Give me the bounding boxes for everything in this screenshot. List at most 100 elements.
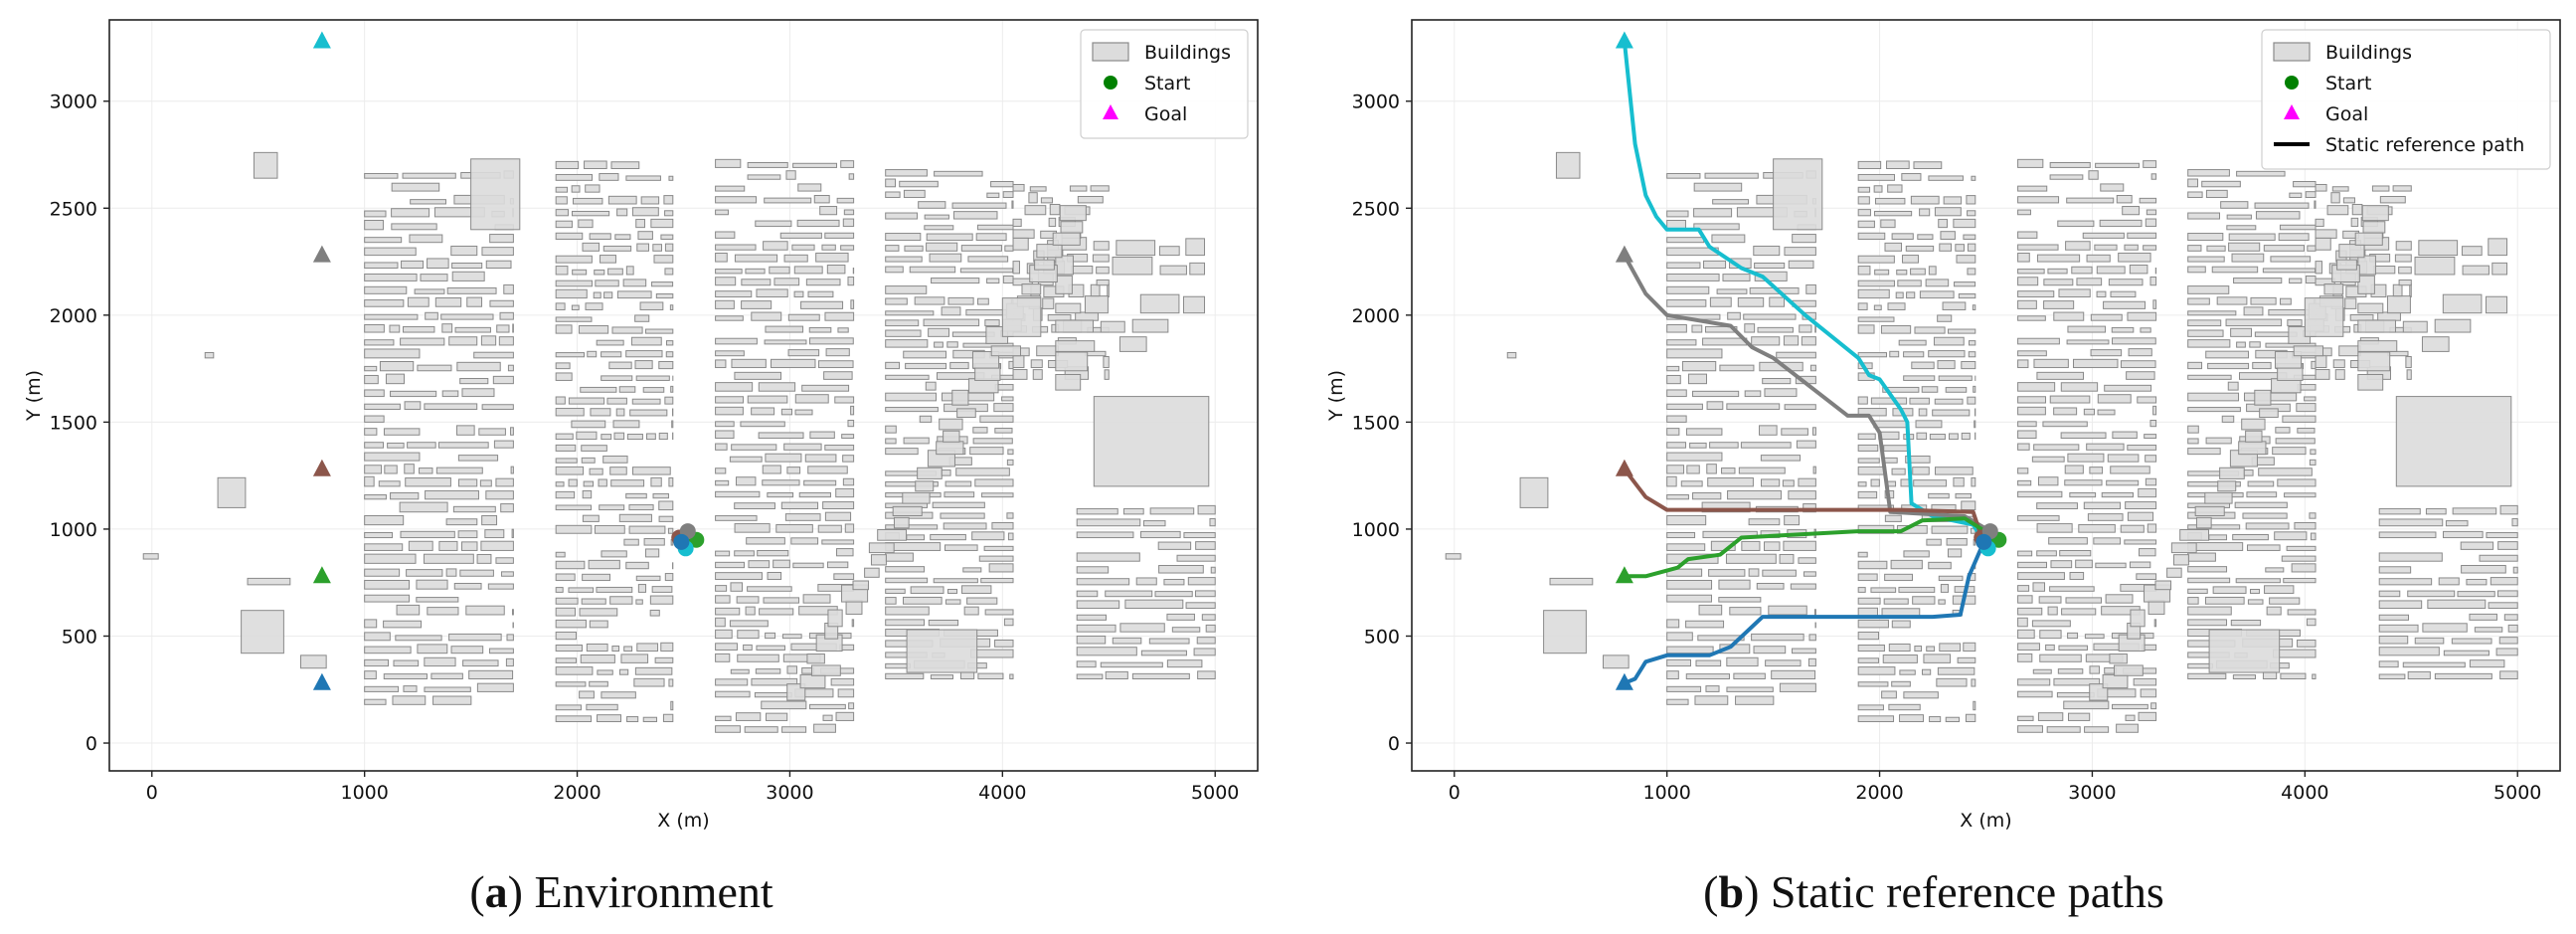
building — [492, 375, 514, 385]
building — [947, 296, 974, 305]
building — [2216, 296, 2248, 305]
building — [555, 681, 587, 687]
building — [2095, 562, 2127, 569]
building — [802, 594, 831, 604]
building — [2354, 232, 2383, 246]
legend-swatch-start — [1104, 76, 1117, 90]
building — [1784, 404, 1816, 410]
building — [1666, 531, 1696, 539]
building — [885, 597, 897, 605]
building — [1001, 297, 1042, 337]
building — [2017, 185, 2048, 192]
building — [1166, 659, 1203, 668]
building — [2086, 443, 2125, 451]
building — [1891, 467, 1906, 475]
building — [392, 695, 427, 705]
building — [1012, 183, 1025, 192]
building — [2049, 395, 2091, 404]
building — [1958, 293, 1976, 299]
building — [990, 181, 1014, 188]
building — [885, 310, 935, 316]
building — [555, 288, 588, 299]
building — [572, 197, 603, 205]
building — [2332, 359, 2345, 369]
building — [1012, 218, 1022, 228]
building — [445, 568, 457, 577]
building — [668, 678, 674, 687]
building — [792, 562, 824, 569]
building — [2145, 218, 2157, 228]
building — [555, 220, 573, 229]
building — [924, 214, 949, 220]
building — [663, 195, 674, 205]
building — [1798, 557, 1816, 564]
building — [1973, 385, 1976, 393]
building — [1887, 302, 1906, 310]
building — [1903, 691, 1939, 699]
building — [601, 691, 636, 699]
building — [1158, 246, 1180, 257]
building — [951, 389, 969, 406]
building — [660, 642, 674, 653]
building — [1961, 360, 1976, 370]
building — [945, 544, 978, 551]
building — [404, 401, 422, 410]
building — [852, 580, 870, 591]
building — [2144, 434, 2157, 440]
building — [630, 336, 662, 346]
building — [406, 569, 443, 577]
building — [775, 524, 813, 533]
building — [364, 619, 378, 629]
building — [652, 492, 669, 499]
axes-frame — [108, 19, 1259, 772]
building — [974, 478, 1014, 487]
building — [715, 572, 763, 580]
building — [2438, 577, 2460, 586]
y-tick-label: 500 — [62, 626, 97, 648]
building — [2201, 180, 2241, 188]
building — [2017, 209, 2031, 216]
building — [568, 478, 578, 487]
building — [634, 666, 673, 675]
building — [1857, 186, 1871, 193]
building — [364, 579, 411, 590]
building — [391, 208, 430, 218]
building — [2247, 544, 2281, 551]
building — [1954, 281, 1976, 287]
building — [2386, 295, 2411, 314]
building — [2405, 355, 2412, 369]
building — [2017, 515, 2060, 521]
building — [850, 405, 855, 416]
x-tick-label: 3000 — [766, 782, 813, 804]
building — [654, 656, 674, 663]
legend-swatch-goal — [1103, 104, 1118, 119]
building — [653, 255, 674, 264]
building — [763, 597, 800, 604]
building — [2036, 550, 2057, 557]
building — [943, 522, 987, 530]
building — [2187, 256, 2225, 263]
building — [2252, 361, 2272, 370]
building — [756, 645, 785, 651]
building — [2047, 268, 2068, 275]
building — [2379, 195, 2406, 204]
building — [762, 465, 781, 474]
building — [1884, 242, 1903, 252]
building — [885, 524, 939, 530]
building — [1938, 575, 1964, 582]
building — [578, 219, 594, 229]
building — [2147, 600, 2165, 615]
building — [751, 407, 775, 416]
building — [2512, 566, 2518, 574]
building — [1076, 635, 1107, 645]
building — [400, 337, 445, 346]
building — [2378, 624, 2419, 633]
building — [1784, 247, 1816, 257]
building — [2053, 311, 2085, 321]
building — [2017, 244, 2059, 251]
building — [364, 670, 377, 680]
building — [2150, 702, 2157, 710]
building — [2205, 437, 2232, 445]
building — [2112, 431, 2138, 440]
building — [2398, 266, 2412, 275]
